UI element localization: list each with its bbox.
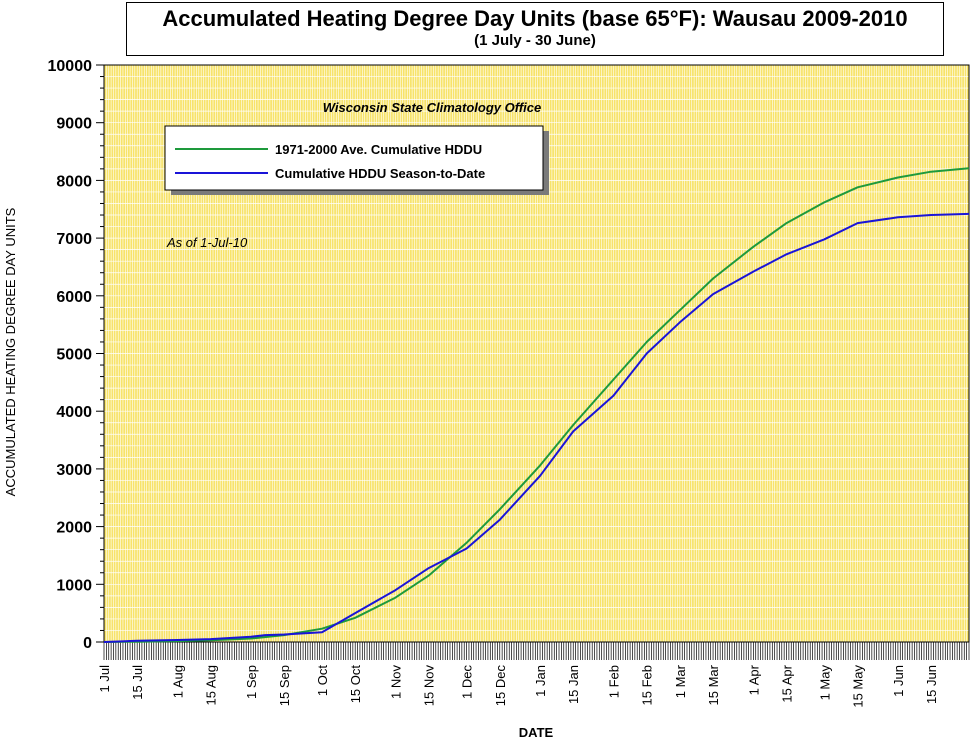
x-tick-label: 15 Dec: [493, 665, 508, 707]
chart-subtitle: (1 July - 30 June): [474, 32, 596, 49]
x-tick-label: 15 Mar: [706, 664, 721, 705]
x-tick-label: 15 Jul: [130, 665, 145, 700]
x-tick-label: 15 Sep: [277, 665, 292, 706]
y-tick-label: 8000: [56, 173, 92, 190]
legend-label-normal: 1971-2000 Ave. Cumulative HDDU: [275, 142, 482, 157]
y-tick-label: 2000: [56, 520, 92, 537]
x-tick-label: 15 Nov: [422, 665, 437, 707]
axes: 0 1000 2000 3000 4000 5000 6000 7000 8000 9000 100…: [48, 58, 970, 708]
x-tick-label: 1 Nov: [388, 665, 403, 699]
x-tick-label: 15 Jun: [924, 665, 939, 704]
x-tick-label: 1 Mar: [673, 664, 688, 698]
y-tick-label: 1000: [56, 577, 92, 594]
y-tick-label: 0: [83, 635, 92, 652]
x-tick-label: 1 Oct: [315, 665, 330, 696]
series-line-normal: [103, 167, 970, 643]
as-of-annotation: As of 1-Jul-10: [166, 235, 248, 250]
x-tick-label: 15 May: [851, 665, 866, 708]
legend: 1971-2000 Ave. Cumulative HDDU Cumulativ…: [164, 125, 549, 195]
x-tick-label: 1 Apr: [746, 664, 761, 695]
y-tick-label: 9000: [56, 116, 92, 133]
series-line-season: [103, 212, 970, 643]
x-axis-label: DATE: [519, 725, 554, 740]
x-tick-label: 1 Jul: [97, 665, 112, 693]
x-tick-label: 15 Oct: [348, 665, 363, 704]
annotations: Wisconsin State Climatology Office As of…: [166, 100, 541, 250]
legend-label-season: Cumulative HDDU Season-to-Date: [275, 166, 485, 181]
y-tick-label: 7000: [56, 231, 92, 248]
org-annotation: Wisconsin State Climatology Office: [323, 100, 542, 115]
y-tick-label: 5000: [56, 347, 92, 364]
y-tick-label: 6000: [56, 289, 92, 306]
series-lines: [103, 167, 970, 643]
chart-title: Accumulated Heating Degree Day Units (ba…: [162, 6, 908, 31]
x-tick-label: 15 Feb: [640, 665, 655, 705]
x-tick-label: 1 Dec: [460, 665, 475, 699]
legend-box: [164, 125, 544, 191]
x-tick-label: 1 Feb: [607, 665, 622, 698]
x-tick-label: 1 Aug: [170, 665, 185, 698]
x-tick-label: 1 Jan: [533, 665, 548, 697]
y-tick-label: 3000: [56, 462, 92, 479]
x-tick-label: 15 Aug: [204, 665, 219, 706]
y-tick-label: 4000: [56, 404, 92, 421]
chart-title-box: Accumulated Heating Degree Day Units (ba…: [126, 2, 944, 56]
x-tick-label: 1 May: [817, 665, 832, 701]
x-tick-label: 15 Apr: [780, 664, 795, 702]
y-tick-label: 10000: [48, 58, 93, 75]
x-tick-label: 1 Sep: [244, 665, 259, 699]
x-tick-label: 1 Jun: [891, 665, 906, 697]
y-axis-label: ACCUMULATED HEATING DEGREE DAY UNITS: [3, 207, 18, 496]
x-tick-label: 15 Jan: [566, 665, 581, 704]
